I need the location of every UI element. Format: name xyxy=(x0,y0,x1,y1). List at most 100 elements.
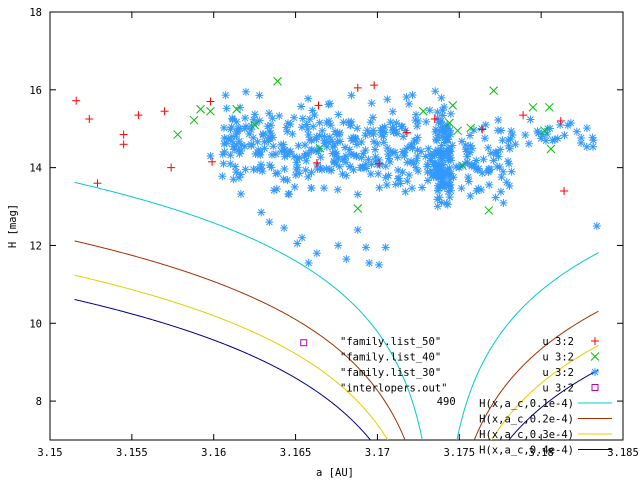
point-star xyxy=(361,146,370,155)
point-plus xyxy=(314,101,323,110)
point-star xyxy=(226,159,235,168)
point-star xyxy=(418,183,427,192)
point-cross xyxy=(232,104,241,114)
point-star xyxy=(324,100,333,109)
curve-3 xyxy=(490,345,599,440)
point-cross xyxy=(484,206,494,215)
point-star xyxy=(404,99,413,108)
point-star xyxy=(371,145,380,154)
point-star xyxy=(464,173,473,182)
point-star xyxy=(434,145,443,154)
point-star xyxy=(304,94,313,103)
point-star xyxy=(292,158,301,167)
point-star xyxy=(377,131,386,140)
point-star xyxy=(290,113,299,122)
point-star xyxy=(383,95,392,104)
point-star xyxy=(229,175,238,184)
point-star xyxy=(507,167,516,176)
point-cross xyxy=(448,101,458,110)
point-star xyxy=(381,243,390,252)
point-cross xyxy=(540,126,549,136)
point-star xyxy=(422,117,431,126)
point-star xyxy=(375,260,384,269)
point-star xyxy=(279,175,288,184)
point-cross xyxy=(189,115,199,125)
point-star xyxy=(346,150,355,159)
point-star xyxy=(477,124,486,133)
point-plus xyxy=(208,157,217,166)
point-star xyxy=(496,187,505,196)
point-cross xyxy=(544,102,554,112)
point-star xyxy=(497,173,506,182)
point-star xyxy=(221,91,230,100)
point-star xyxy=(463,152,472,161)
legend-label: u 3:2 xyxy=(542,336,574,348)
point-star xyxy=(369,126,378,135)
point-plus xyxy=(206,97,215,106)
point-star xyxy=(381,162,390,171)
point-star xyxy=(461,145,470,154)
point-star xyxy=(222,104,231,113)
point-star xyxy=(338,170,347,179)
point-star xyxy=(403,177,412,186)
point-star xyxy=(346,121,355,130)
x-tick-label: 3.175 xyxy=(443,447,475,459)
point-star xyxy=(469,125,478,134)
point-cross xyxy=(206,106,215,116)
point-cross xyxy=(546,144,556,154)
point-plus xyxy=(85,115,94,123)
y-tick-label: 12 xyxy=(29,240,42,252)
point-star xyxy=(440,103,449,112)
point-star xyxy=(496,145,505,154)
point-star xyxy=(390,125,399,134)
legend-label: H(x,a_c,0.3e-4) xyxy=(479,429,574,441)
point-star xyxy=(386,118,395,127)
point-star xyxy=(259,130,268,139)
point-star xyxy=(367,99,376,108)
y-tick-label: 8 xyxy=(36,396,42,408)
point-plus xyxy=(556,116,565,125)
curve-2 xyxy=(473,310,599,440)
point-star xyxy=(227,123,236,132)
point-star xyxy=(375,183,384,192)
point-star xyxy=(499,167,508,176)
point-star xyxy=(286,147,295,156)
point-star xyxy=(301,141,310,150)
point-star xyxy=(228,114,237,123)
point-star xyxy=(390,148,399,157)
point-star xyxy=(442,132,451,141)
point-star xyxy=(400,148,409,157)
family-label: "family.list_50" xyxy=(340,336,441,348)
data-points: 490 xyxy=(72,76,601,408)
point-star xyxy=(241,87,250,96)
point-plus xyxy=(160,107,169,116)
point-star xyxy=(563,121,572,130)
point-star xyxy=(253,137,262,146)
point-star xyxy=(206,151,215,160)
point-star xyxy=(218,150,227,159)
point-star xyxy=(582,142,591,151)
point-star xyxy=(297,102,306,111)
point-star xyxy=(267,163,276,172)
point-star xyxy=(388,107,397,116)
point-star xyxy=(407,157,416,166)
point-star xyxy=(411,163,420,172)
point-star xyxy=(485,166,494,175)
x-tick-label: 3.185 xyxy=(607,447,639,459)
point-star xyxy=(392,118,401,127)
point-star xyxy=(526,115,535,124)
point-star xyxy=(504,159,513,168)
point-star xyxy=(394,166,403,175)
point-star xyxy=(335,162,344,171)
point-star xyxy=(265,218,274,227)
point-star xyxy=(226,151,235,160)
point-star xyxy=(293,239,302,248)
point-star xyxy=(256,151,265,160)
point-star xyxy=(407,184,416,193)
point-star xyxy=(521,130,530,139)
point-star xyxy=(446,169,455,178)
point-cross xyxy=(445,118,454,128)
x-axis-label: a [AU] xyxy=(316,467,354,479)
point-star xyxy=(308,106,317,115)
legend-marker xyxy=(591,337,599,345)
